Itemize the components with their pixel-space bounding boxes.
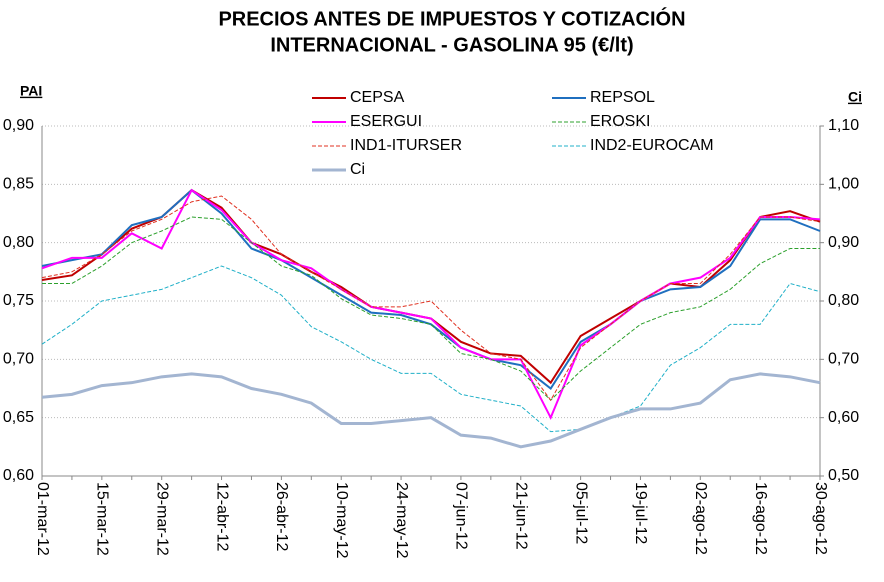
series-line [41,188,821,390]
x-tick-label: 21-jun-12 [513,482,530,550]
y2-tick-label: 0,70 [828,351,859,368]
series-line [42,216,820,401]
y-tick-label: 0,85 [3,176,34,193]
x-tick-label: 15-mar-12 [94,482,111,556]
y-tick-label: 0,80 [3,234,34,251]
y2-axis-label: Ci [848,89,862,105]
y2-tick-label: 1,00 [828,176,859,193]
legend-label: CEPSA [350,89,405,106]
chart-title: PRECIOS ANTES DE IMPUESTOS Y COTIZACIÓN [218,6,685,30]
y-tick-label: 0,60 [3,467,34,484]
series-line [41,372,821,449]
legend-label: REPSOL [590,89,655,106]
legend-label: Ci [350,161,365,178]
chart-title: INTERNACIONAL - GASOLINA 95 (€/lt) [270,34,633,56]
x-tick-label: 05-jul-12 [572,482,589,544]
legend-label: ESERGUI [350,113,422,130]
y2-tick-label: 1,10 [828,117,859,134]
y-tick-label: 0,70 [3,351,34,368]
x-tick-label: 24-may-12 [393,482,410,559]
series-line [41,188,821,421]
x-tick-label: 30-ago-12 [812,482,829,555]
legend-label: IND1-ITURSER [350,137,462,154]
x-tick-label: 29-mar-12 [153,482,170,556]
y2-tick-label: 0,90 [828,234,859,251]
x-tick-label: 19-jul-12 [632,482,649,544]
x-tick-label: 10-may-12 [333,482,350,559]
x-tick-label: 02-ago-12 [692,482,709,555]
series-line [41,195,821,402]
legend-label: IND2-EUROCAM [590,137,714,154]
series-line [41,188,821,385]
y-tick-label: 0,75 [3,292,34,309]
series-line [41,265,821,433]
legend-label: EROSKI [590,113,650,130]
y-axis-label: PAI [20,83,42,99]
y2-tick-label: 0,50 [828,467,859,484]
y-tick-label: 0,90 [3,117,34,134]
y2-tick-label: 0,80 [828,292,859,309]
x-tick-label: 26-abr-12 [273,482,290,551]
x-tick-label: 12-abr-12 [213,482,230,551]
x-tick-label: 07-jun-12 [453,482,470,550]
y-tick-label: 0,65 [3,409,34,426]
y2-tick-label: 0,60 [828,409,859,426]
x-tick-label: 01-mar-12 [34,482,51,556]
x-tick-label: 16-ago-12 [752,482,769,555]
